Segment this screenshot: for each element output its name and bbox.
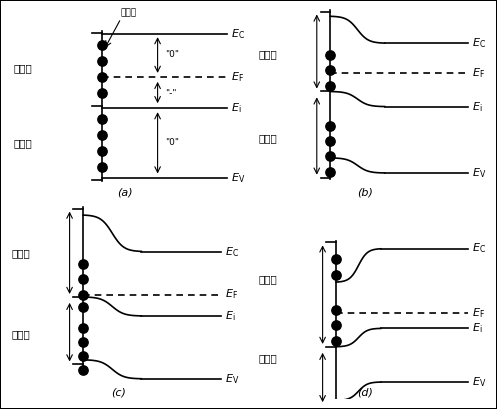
Point xyxy=(327,138,334,145)
Text: 缺陷态: 缺陷态 xyxy=(121,8,137,17)
Point xyxy=(327,67,334,74)
Text: $E_{\mathrm{F}}$: $E_{\mathrm{F}}$ xyxy=(472,67,485,80)
Point xyxy=(79,366,87,373)
Text: $E_{\mathrm{F}}$: $E_{\mathrm{F}}$ xyxy=(231,70,244,84)
Point xyxy=(327,153,334,160)
Text: $E_{\mathrm{i}}$: $E_{\mathrm{i}}$ xyxy=(231,101,241,115)
Text: $E_{\mathrm{V}}$: $E_{\mathrm{V}}$ xyxy=(225,372,239,386)
Text: $E_{\mathrm{F}}$: $E_{\mathrm{F}}$ xyxy=(472,306,485,320)
Text: $E_{\mathrm{V}}$: $E_{\mathrm{V}}$ xyxy=(231,171,245,185)
Point xyxy=(327,123,334,130)
Point xyxy=(79,276,87,283)
Point xyxy=(332,337,340,344)
Text: (a): (a) xyxy=(117,187,133,198)
Point xyxy=(332,256,340,263)
Text: $E_{\mathrm{V}}$: $E_{\mathrm{V}}$ xyxy=(472,166,486,180)
Text: 类受主: 类受主 xyxy=(258,49,277,59)
Text: (b): (b) xyxy=(357,188,373,198)
Text: 类受主: 类受主 xyxy=(258,274,277,284)
Point xyxy=(98,42,106,49)
Text: 类受主: 类受主 xyxy=(13,63,32,73)
Text: $E_{\mathrm{V}}$: $E_{\mathrm{V}}$ xyxy=(472,375,486,389)
Point xyxy=(98,116,106,122)
Text: 类受主: 类受主 xyxy=(11,248,30,258)
Text: $E_{\mathrm{C}}$: $E_{\mathrm{C}}$ xyxy=(472,242,486,256)
Point xyxy=(98,74,106,81)
Point xyxy=(98,164,106,170)
Text: $E_{\mathrm{i}}$: $E_{\mathrm{i}}$ xyxy=(472,100,483,114)
Point xyxy=(79,353,87,359)
Point xyxy=(79,325,87,332)
Text: 类施主: 类施主 xyxy=(13,138,32,148)
Point xyxy=(79,261,87,267)
Point xyxy=(332,271,340,278)
Text: $E_{\mathrm{C}}$: $E_{\mathrm{C}}$ xyxy=(231,27,245,41)
Text: "-": "-" xyxy=(166,88,177,97)
Point xyxy=(79,339,87,345)
Text: $E_{\mathrm{i}}$: $E_{\mathrm{i}}$ xyxy=(225,309,235,323)
Text: $E_{\mathrm{F}}$: $E_{\mathrm{F}}$ xyxy=(225,288,238,301)
Text: 类施主: 类施主 xyxy=(258,353,277,363)
Text: (d): (d) xyxy=(357,388,373,398)
Point xyxy=(98,90,106,97)
Point xyxy=(79,291,87,298)
Point xyxy=(332,307,340,313)
Point xyxy=(327,52,334,58)
Point xyxy=(98,58,106,65)
Text: 类施主: 类施主 xyxy=(258,133,277,143)
Text: (c): (c) xyxy=(111,388,126,398)
Text: "0": "0" xyxy=(166,138,179,147)
Point xyxy=(332,322,340,328)
Point xyxy=(98,132,106,138)
Point xyxy=(327,168,334,175)
Text: "0": "0" xyxy=(166,50,179,59)
Text: $E_{\mathrm{C}}$: $E_{\mathrm{C}}$ xyxy=(472,36,486,50)
Point xyxy=(98,148,106,154)
Point xyxy=(327,82,334,89)
Text: $E_{\mathrm{i}}$: $E_{\mathrm{i}}$ xyxy=(472,321,483,335)
Point xyxy=(79,303,87,310)
Text: 类施主: 类施主 xyxy=(11,329,30,339)
Text: $E_{\mathrm{C}}$: $E_{\mathrm{C}}$ xyxy=(225,245,239,258)
